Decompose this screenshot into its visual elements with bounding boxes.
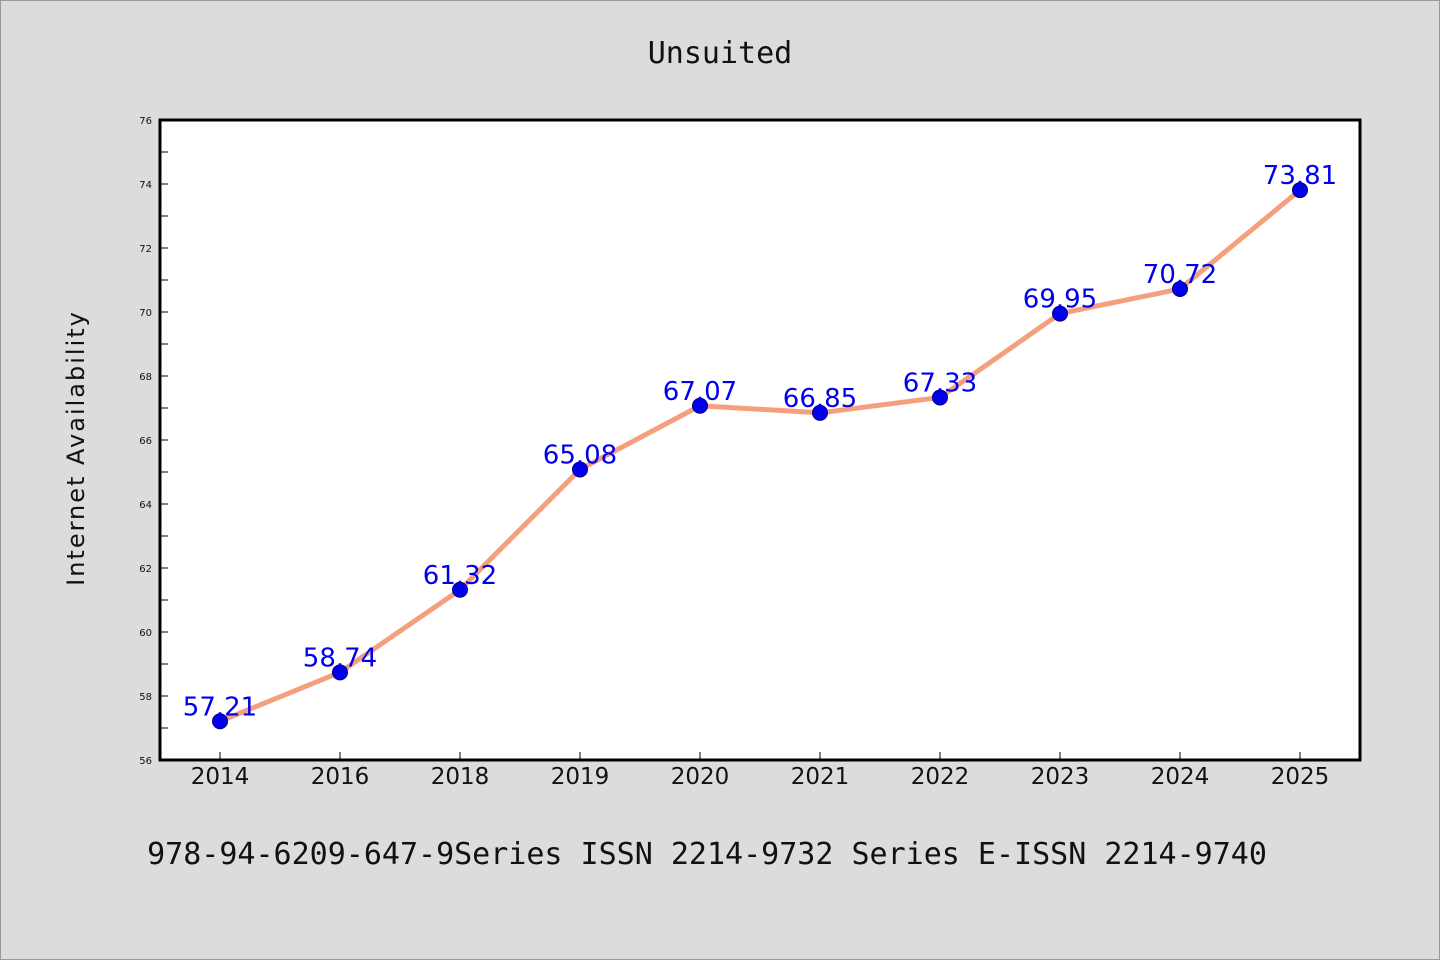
data-point [1172, 280, 1188, 297]
chart-title: Unsuited [648, 36, 793, 71]
x-tick-label: 2018 [431, 764, 490, 790]
data-point [452, 581, 468, 598]
y-tick-label: 76 [139, 116, 152, 127]
y-tick-label: 56 [139, 756, 152, 767]
data-point [1052, 305, 1068, 322]
y-axis: 56 58 60 62 64 66 68 70 72 74 76 [139, 116, 168, 767]
x-tick-label: 2025 [1271, 764, 1330, 790]
markers-group [212, 182, 1308, 730]
y-tick-label: 64 [139, 500, 152, 511]
data-point [1292, 182, 1308, 199]
data-point [572, 461, 588, 478]
y-tick-label: 62 [139, 564, 152, 575]
y-tick-label: 70 [139, 308, 152, 319]
x-tick-label: 2021 [791, 764, 850, 790]
data-label: 66.85 [783, 384, 857, 414]
x-tick-label: 2020 [671, 764, 730, 790]
y-tick-label: 66 [139, 436, 152, 447]
x-tick-label: 2022 [911, 764, 970, 790]
data-label: 61.32 [423, 561, 497, 591]
x-tick-label: 2019 [551, 764, 610, 790]
x-tick-label: 2024 [1151, 764, 1210, 790]
data-point [692, 397, 708, 414]
y-tick-label: 58 [139, 692, 152, 703]
data-label: 57.21 [183, 692, 257, 722]
plot-area [158, 118, 1362, 762]
data-label: 67.07 [663, 377, 737, 407]
x-tick-label: 2023 [1031, 764, 1090, 790]
data-labels-group: 57.21 58.74 61.32 65.08 67.07 66.85 67.33 69.95… [183, 161, 1337, 722]
y-tick-label: 60 [139, 628, 152, 639]
data-point [812, 404, 828, 421]
y-axis-label: Internet Availability [62, 310, 90, 586]
footer-isbn-text: 978-94-6209-647-9Series ISSN 2214-9732 S… [147, 837, 1267, 872]
y-tick-label: 68 [139, 372, 152, 383]
data-point [212, 713, 228, 730]
data-label: 73.81 [1263, 161, 1337, 191]
series-line [217, 187, 1303, 724]
x-tick-label: 2014 [191, 764, 250, 790]
data-point [932, 389, 948, 406]
x-tick-label: 2016 [311, 764, 370, 790]
data-label: 69.95 [1023, 285, 1097, 315]
data-point [332, 664, 348, 681]
data-label: 58.74 [303, 643, 377, 673]
x-axis: 2014 2016 2018 2019 2020 2021 2022 2023 2024 2025 [191, 752, 1330, 790]
data-label: 65.08 [543, 440, 617, 470]
y-tick-label: 72 [139, 244, 152, 255]
data-label: 67.33 [903, 368, 977, 398]
data-label: 70.72 [1143, 260, 1217, 290]
series-line-group [217, 187, 1303, 724]
y-tick-label: 74 [139, 180, 152, 191]
